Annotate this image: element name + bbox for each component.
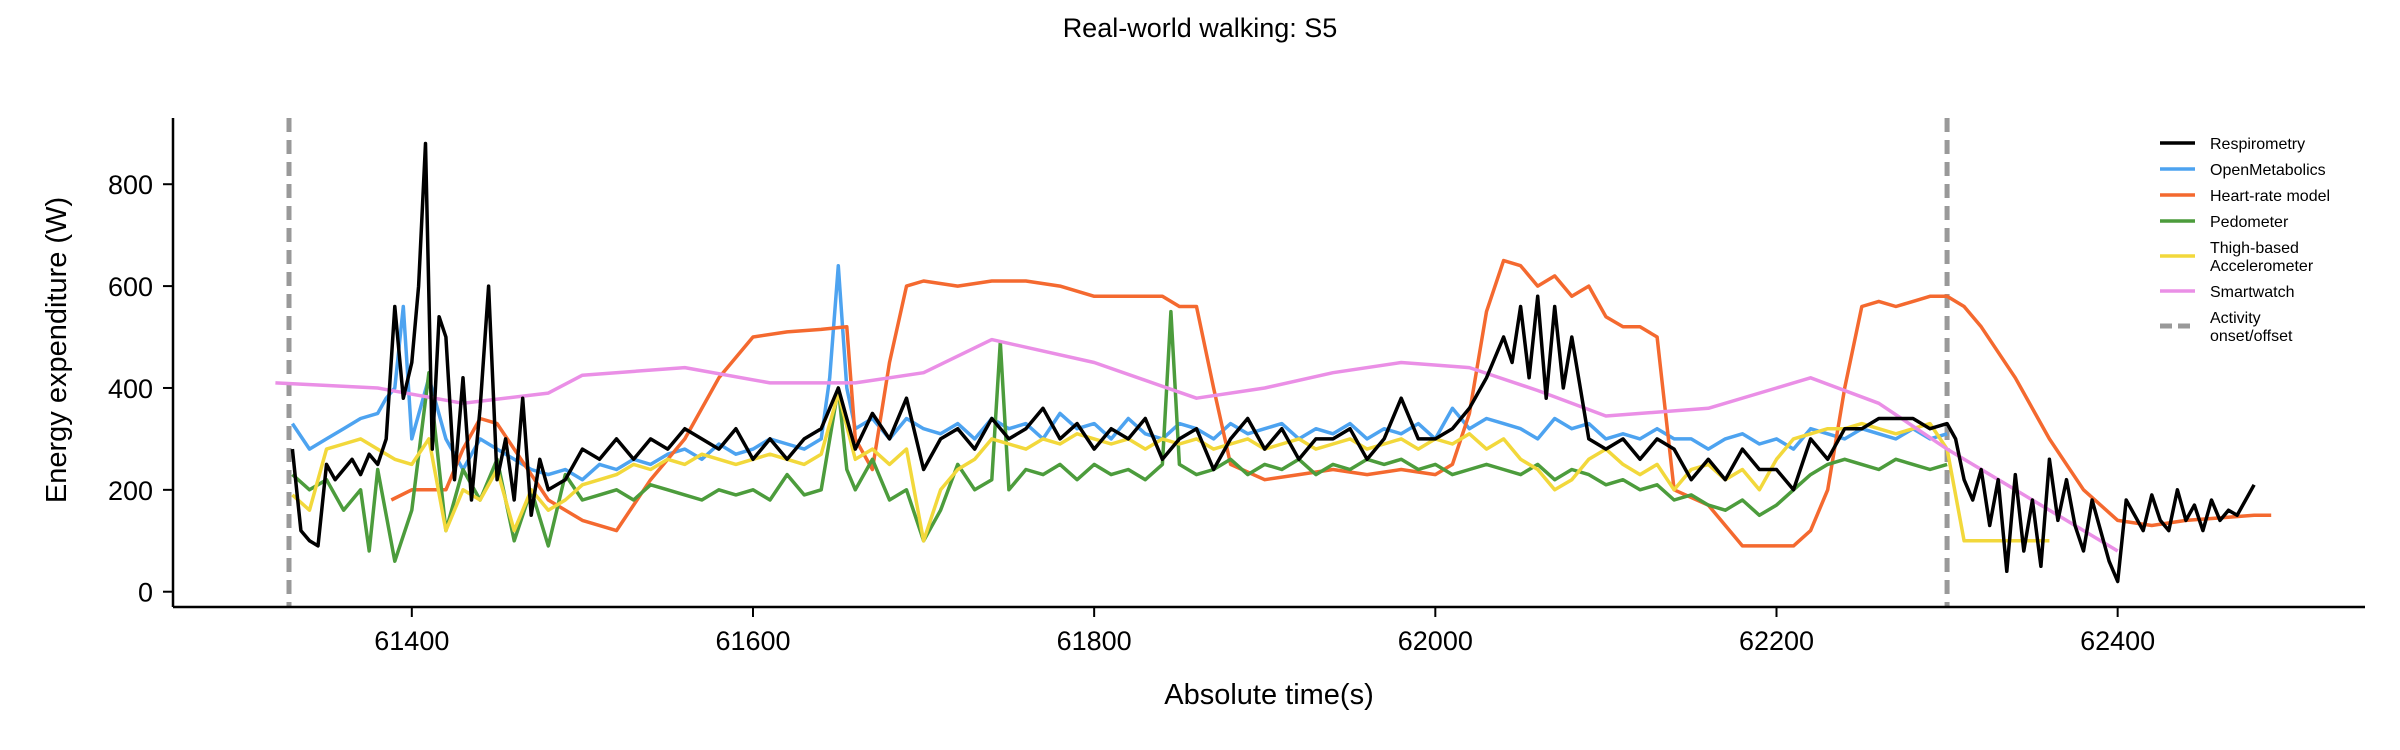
y-tick-label: 600: [108, 272, 153, 302]
legend: Respirometry OpenMetabolics Heart-rate mod…: [2160, 136, 2330, 345]
chart-title: Real-world walking: S5: [1063, 13, 1338, 43]
legend-label: Respirometry: [2210, 136, 2305, 153]
legend-label: Smartwatch: [2210, 284, 2294, 301]
x-tick-label: 61400: [374, 626, 449, 656]
series-line-respirometry: [290, 141, 2256, 584]
x-tick-label: 62200: [1739, 626, 1814, 656]
x-tick-label: 61800: [1057, 626, 1132, 656]
legend-label: Pedometer: [2210, 214, 2289, 231]
legend-label: OpenMetabolics: [2210, 162, 2326, 179]
series-line-heart-rate-model: [390, 258, 2272, 548]
x-tick-label: 61600: [715, 626, 790, 656]
x-tick-label: 62000: [1398, 626, 1473, 656]
x-tick-label: 62400: [2080, 626, 2155, 656]
activity-lines: [286, 118, 1950, 607]
plot-area: 61400 61600 61800 62000 62200 62400 0 200 400 60…: [108, 118, 2365, 656]
y-ticks: 0 200 400 600 800: [108, 170, 173, 608]
y-tick-label: 0: [138, 578, 153, 608]
y-axis-label: Energy expenditure (W): [41, 197, 73, 503]
y-tick-label: 400: [108, 374, 153, 404]
x-ticks: 61400 61600 61800 62000 62200 62400: [374, 607, 2155, 656]
series-line-thigh-based-accelerometer: [291, 391, 2050, 543]
series-line-smartwatch: [275, 337, 2119, 553]
legend-label: Activity onset/offset: [2210, 310, 2293, 345]
series-line-pedometer: [291, 309, 1948, 563]
series-layer: [275, 141, 2272, 584]
y-tick-label: 200: [108, 476, 153, 506]
legend-label: Thigh-based Accelerometer: [2210, 240, 2314, 275]
y-tick-label: 800: [108, 170, 153, 200]
legend-label: Heart-rate model: [2210, 188, 2330, 205]
x-axis-label: Absolute time(s): [1164, 679, 1374, 711]
